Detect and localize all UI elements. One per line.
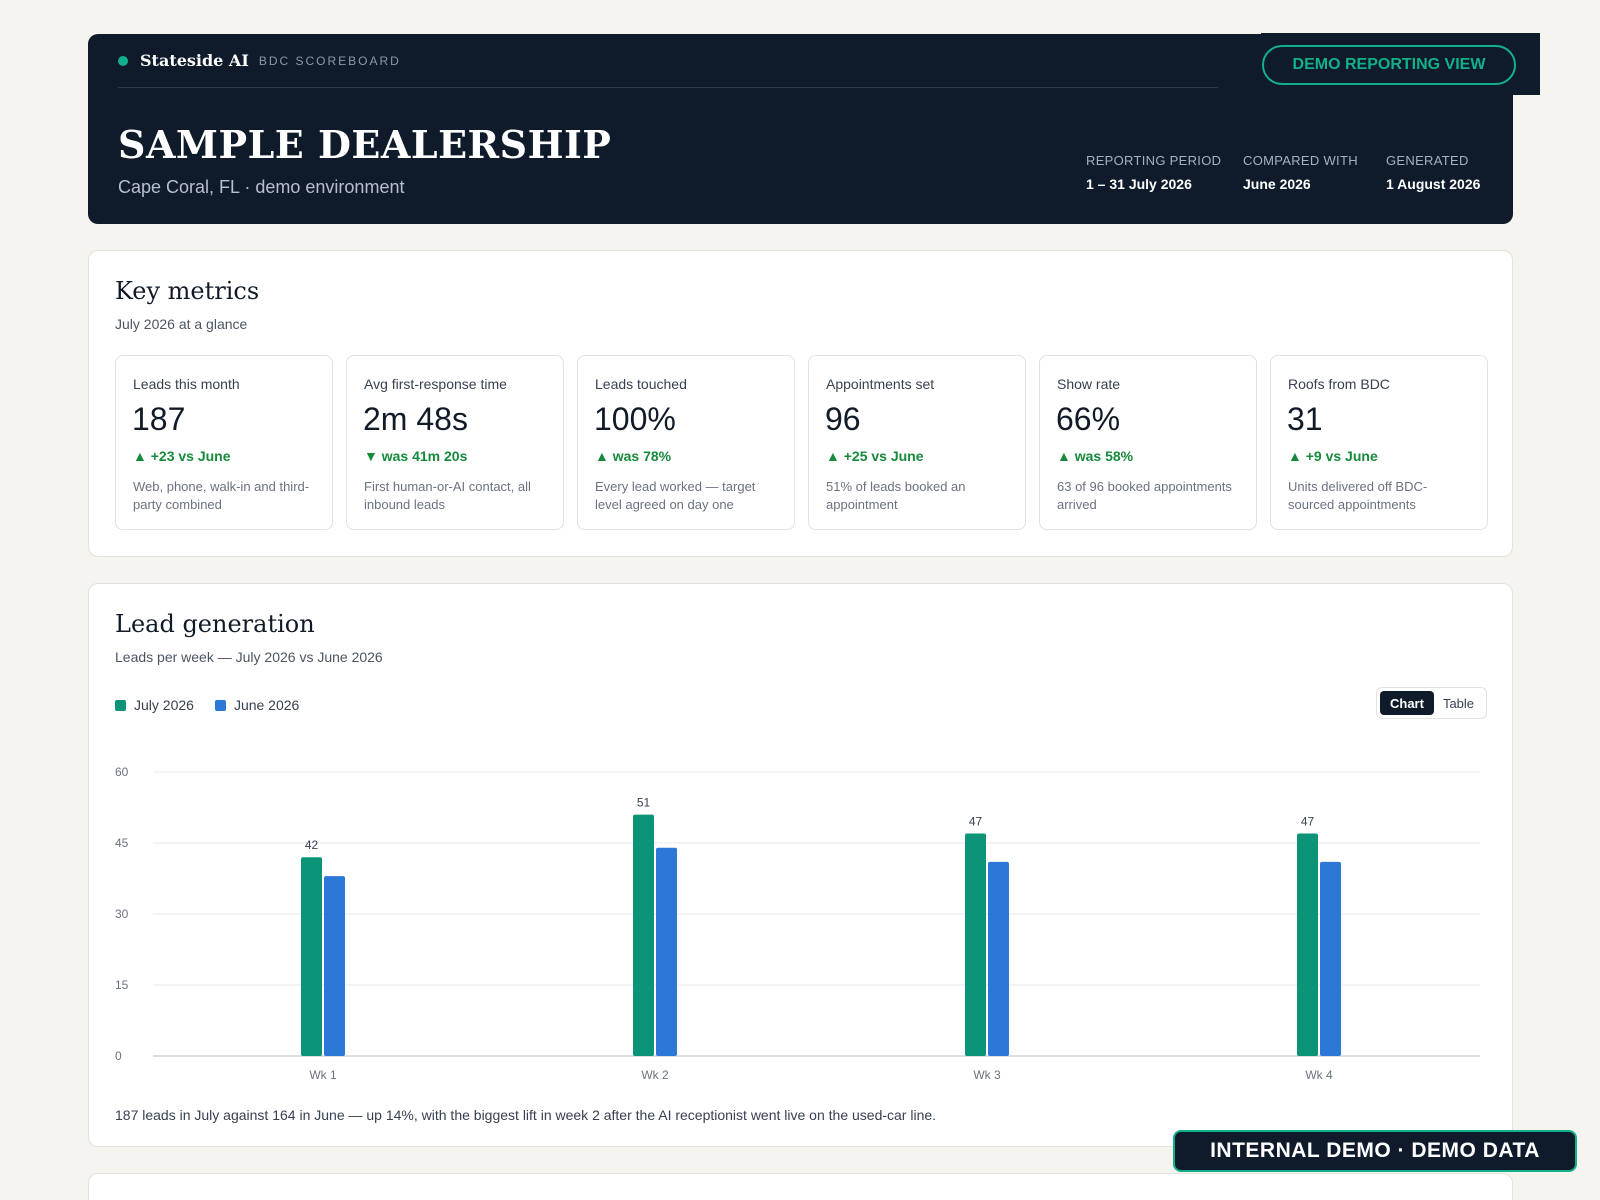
x-tick-label: Wk 3: [973, 1068, 1001, 1079]
chart-legend: July 2026 June 2026: [115, 697, 299, 713]
legend-label-june: June 2026: [233, 697, 300, 713]
x-tick-label: Wk 1: [309, 1068, 337, 1079]
meta-reporting-period: REPORTING PERIOD 1 – 31 July 2026: [1086, 153, 1221, 192]
kpi-note: Units delivered off BDC-sourced appointm…: [1288, 479, 1428, 512]
kpi-note: First human-or-AI contact, all inbound l…: [364, 479, 531, 512]
kpi-card-roofs: Roofs from BDC 31 ▲ +9 vs June Units del…: [1270, 355, 1488, 530]
bar-value-label: 51: [637, 796, 651, 810]
legend-label-july: July 2026: [134, 697, 194, 713]
kpi-value: 100%: [594, 401, 676, 437]
meta-label: GENERATED: [1386, 153, 1469, 168]
meta-label: REPORTING PERIOD: [1086, 153, 1222, 168]
kpi-card-leads-touched: Leads touched 100% ▲ was 78% Every lead …: [577, 355, 795, 530]
section-subtitle: Leads per week — July 2026 vs June 2026: [115, 649, 383, 665]
leads-bar-chart: 0 15 30 45 60 42 Wk 1 51 Wk 2 47 Wk 3 47 Wk 4: [115, 765, 1480, 1079]
bar-july: [1297, 833, 1318, 1056]
kpi-label: Roofs from BDC: [1288, 376, 1390, 392]
kpi-delta: ▲ +25 vs June: [826, 448, 924, 464]
kpi-delta: ▲ was 78%: [595, 448, 672, 464]
y-tick-label: 60: [115, 765, 129, 779]
kpi-value: 2m 48s: [363, 401, 468, 437]
y-tick-label: 45: [115, 836, 129, 850]
brand-bar: Stateside AI BDC SCOREBOARD: [118, 34, 1218, 88]
meta-compared-with: COMPARED WITH June 2026: [1243, 153, 1358, 192]
chart-caption: 187 leads in July against 164 in June — …: [115, 1107, 937, 1123]
y-tick-label: 30: [115, 907, 129, 921]
kpi-value: 66%: [1056, 401, 1121, 437]
x-tick-label: Wk 4: [1305, 1068, 1333, 1079]
chart-view-tab[interactable]: Chart: [1380, 691, 1434, 715]
bar-june: [656, 847, 677, 1056]
report-header: Stateside AI BDC SCOREBOARD DEMO REPORTI…: [88, 33, 1540, 224]
kpi-label: Appointments set: [826, 376, 935, 392]
meta-generated: GENERATED 1 August 2026: [1386, 153, 1480, 192]
legend-swatch-july: [115, 699, 126, 711]
bar-july: [301, 857, 322, 1056]
bar-july: [633, 814, 654, 1056]
internal-demo-badge: INTERNAL DEMO · DEMO DATA: [1173, 1130, 1577, 1172]
demo-reporting-view-button[interactable]: DEMO REPORTING VIEW: [1262, 45, 1516, 85]
kpi-note: Web, phone, walk-in and third-party comb…: [133, 479, 310, 512]
meta-value: 1 August 2026: [1386, 176, 1481, 192]
bar-june: [1320, 861, 1341, 1056]
kpi-label: Leads touched: [595, 376, 687, 392]
kpi-label: Show rate: [1057, 376, 1121, 392]
section-title: Key metrics: [115, 277, 260, 305]
dealer-name: SAMPLE DEALERSHIP: [118, 122, 612, 167]
kpi-value: 96: [825, 401, 861, 437]
table-view-tab[interactable]: Table: [1442, 695, 1475, 711]
x-tick-label: Wk 2: [641, 1068, 669, 1079]
kpi-label: Leads this month: [133, 376, 240, 392]
kpi-value: 31: [1287, 401, 1323, 437]
kpi-delta: ▲ +9 vs June: [1288, 448, 1378, 464]
section-title: Lead generation: [115, 610, 315, 638]
bar-june: [988, 861, 1009, 1056]
kpi-delta: ▼ was 41m 20s: [364, 448, 468, 464]
kpi-note: 63 of 96 booked appointments arrived: [1057, 479, 1232, 512]
bar-value-label: 47: [1301, 815, 1315, 829]
dealer-location: Cape Coral, FL · demo environment: [118, 177, 405, 197]
kpi-card-show-rate: Show rate 66% ▲ was 58% 63 of 96 booked …: [1039, 355, 1257, 530]
view-toggle: Chart Table: [1376, 687, 1487, 719]
meta-value: June 2026: [1243, 176, 1311, 192]
brand-subtitle: BDC SCOREBOARD: [258, 53, 401, 68]
lead-generation-card: Lead generation Leads per week — July 20…: [88, 583, 1513, 1147]
kpi-note: Every lead worked — target level agreed …: [595, 479, 756, 512]
brand-name: Stateside AI: [140, 51, 249, 70]
kpi-delta: ▲ was 58%: [1057, 448, 1134, 464]
key-metrics-card: Key metrics July 2026 at a glance Leads …: [88, 250, 1513, 557]
kpi-card-appointments: Appointments set 96 ▲ +25 vs June 51% of…: [808, 355, 1026, 530]
y-tick-label: 0: [115, 1049, 122, 1063]
kpi-delta: ▲ +23 vs June: [133, 448, 231, 464]
next-section-card: [88, 1173, 1513, 1200]
bar-value-label: 47: [969, 815, 983, 829]
kpi-card-response-time: Avg first-response time 2m 48s ▼ was 41m…: [346, 355, 564, 530]
status-dot-icon: [118, 55, 128, 66]
legend-swatch-june: [214, 699, 226, 711]
kpi-value: 187: [132, 401, 186, 437]
bar-july: [965, 833, 986, 1056]
bar-june: [324, 876, 345, 1056]
meta-value: 1 – 31 July 2026: [1086, 176, 1192, 192]
meta-label: COMPARED WITH: [1243, 153, 1358, 168]
bar-value-label: 42: [305, 838, 319, 852]
kpi-label: Avg first-response time: [364, 376, 507, 392]
y-tick-label: 15: [115, 978, 129, 992]
kpi-note: 51% of leads booked an appointment: [826, 479, 966, 512]
section-subtitle: July 2026 at a glance: [115, 316, 248, 332]
kpi-card-leads: Leads this month 187 ▲ +23 vs June Web, …: [115, 355, 333, 530]
